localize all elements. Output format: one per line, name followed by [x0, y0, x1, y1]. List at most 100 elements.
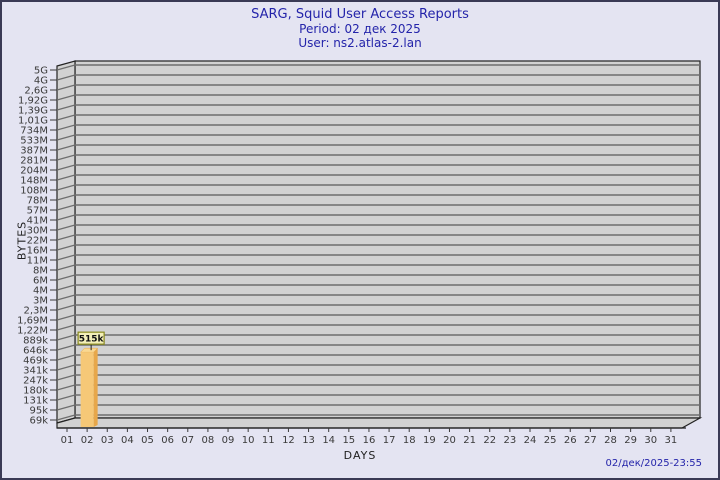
x-tick-label: 15	[342, 435, 355, 446]
wall-diagonal	[56, 144, 76, 151]
wall-diagonal	[56, 204, 76, 211]
y-tick-label: 30M	[27, 226, 48, 237]
wall-diagonal	[56, 374, 76, 381]
x-tick-label: 11	[262, 435, 275, 446]
chart-title-block: SARG, Squid User Access Reports Period: …	[2, 7, 718, 51]
bar-day-02	[80, 352, 94, 427]
wall-diagonal	[56, 104, 76, 111]
x-tick-label: 05	[141, 435, 154, 446]
generated-timestamp: 02/дек/2025-23:55	[605, 458, 702, 469]
y-tick-label: 95k	[29, 406, 48, 417]
x-tick-label: 20	[443, 435, 456, 446]
y-tick-label: 281M	[20, 156, 48, 167]
wall-diagonal	[56, 84, 76, 91]
y-tick-label: 131k	[23, 396, 48, 407]
wall-diagonal	[56, 254, 76, 261]
wall-diagonal	[56, 314, 76, 321]
y-tick-label: 4G	[34, 76, 48, 87]
y-tick-label: 108M	[20, 186, 48, 197]
y-tick-label: 387M	[20, 146, 48, 157]
x-tick-label: 04	[121, 435, 134, 446]
wall-diagonal	[56, 244, 76, 251]
y-tick-label: 22M	[27, 236, 48, 247]
wall-diagonal	[56, 234, 76, 241]
y-tick-label: 889k	[23, 336, 48, 347]
y-axis-title: BYTES	[15, 220, 29, 261]
wall-diagonal	[56, 264, 76, 271]
x-tick-label: 30	[644, 435, 657, 446]
y-tick-label: 1,92G	[18, 96, 48, 107]
wall-diagonal	[56, 364, 76, 371]
wall-diagonal	[56, 124, 76, 131]
y-tick-label: 11M	[27, 256, 48, 267]
wall-diagonal	[56, 134, 76, 141]
x-tick-label: 24	[524, 435, 537, 446]
x-tick-label: 10	[242, 435, 255, 446]
x-tick-label: 06	[161, 435, 174, 446]
x-tick-label: 18	[403, 435, 416, 446]
y-tick-label: 2,3M	[23, 306, 48, 317]
wall-diagonal	[56, 224, 76, 231]
y-tick-label: 1,69M	[17, 316, 48, 327]
x-tick-label: 19	[423, 435, 436, 446]
x-tick-label: 08	[202, 435, 215, 446]
wall-diagonal	[56, 174, 76, 181]
wall-diagonal	[56, 184, 76, 191]
bar-side-face	[93, 348, 98, 427]
y-tick-label: 6M	[33, 276, 48, 287]
x-tick-label: 16	[363, 435, 376, 446]
wall-diagonal	[56, 394, 76, 401]
y-tick-label: 4M	[33, 286, 48, 297]
y-tick-label: 3M	[33, 296, 48, 307]
y-tick-label: 5G	[34, 66, 48, 77]
x-tick-label: 13	[302, 435, 315, 446]
wall-diagonal	[56, 404, 76, 411]
y-tick-label: 533M	[20, 136, 48, 147]
x-tick-label: 21	[463, 435, 476, 446]
y-tick-label: 204M	[20, 166, 48, 177]
x-tick-label: 09	[222, 435, 235, 446]
chart-subtitle-period: Period: 02 дек 2025	[299, 22, 421, 37]
bar-value-box	[77, 331, 105, 345]
x-tick-label: 23	[503, 435, 516, 446]
y-tick-label: 8M	[33, 266, 48, 277]
y-tick-label: 180k	[23, 386, 48, 397]
wall-diagonal	[56, 284, 76, 291]
x-tick-label: 25	[544, 435, 557, 446]
y-tick-label: 41M	[27, 216, 48, 227]
x-tick-label: 03	[101, 435, 114, 446]
y-tick-label: 1,01G	[18, 116, 48, 127]
wall-diagonal	[56, 194, 76, 201]
y-tick-label: 247k	[23, 376, 48, 387]
y-tick-label: 148M	[20, 176, 48, 187]
y-tick-label: 78M	[27, 196, 48, 207]
wall-diagonal	[56, 114, 76, 121]
wall-diagonal	[56, 64, 76, 71]
y-tick-label: 734M	[20, 126, 48, 137]
wall-diagonal	[56, 74, 76, 81]
wall-diagonal	[56, 294, 76, 301]
bar-value-label: 515k	[79, 335, 105, 345]
x-tick-label: 12	[282, 435, 295, 446]
wall-diagonal	[56, 384, 76, 391]
x-axis-title: DAYS	[343, 449, 377, 462]
y-tick-label: 1,22M	[17, 326, 48, 337]
y-tick-label: 69k	[29, 416, 48, 427]
y-tick-label: 469k	[23, 356, 48, 367]
wall-diagonal	[56, 354, 76, 361]
x-tick-label: 02	[81, 435, 94, 446]
wall-diagonal	[56, 274, 76, 281]
plot-floor	[56, 417, 703, 429]
x-tick-label: 28	[604, 435, 617, 446]
x-tick-label: 07	[181, 435, 194, 446]
x-tick-label: 01	[61, 435, 74, 446]
wall-diagonal	[56, 164, 76, 171]
x-tick-label: 31	[665, 435, 678, 446]
x-tick-label: 26	[564, 435, 577, 446]
y-tick-label: 646k	[23, 346, 48, 357]
y-tick-label: 2,6G	[24, 86, 48, 97]
x-tick-label: 17	[383, 435, 396, 446]
wall-diagonal	[56, 94, 76, 101]
wall-diagonal	[56, 334, 76, 341]
